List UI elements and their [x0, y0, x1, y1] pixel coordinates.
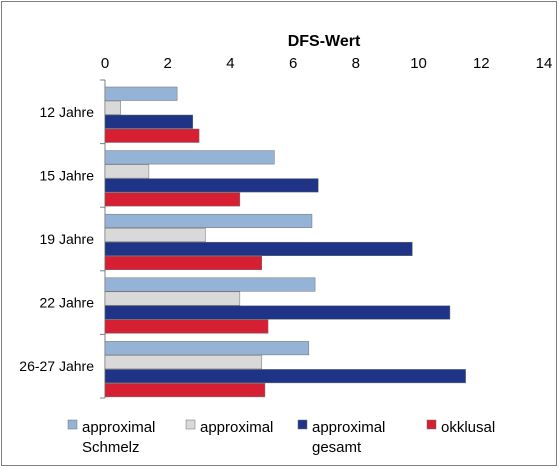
x-tick-label: 10	[410, 55, 427, 72]
bar-approximal-schmelz	[104, 213, 313, 228]
category-label: 19 Jahre	[40, 231, 95, 247]
bar-approximal-gesamt	[104, 178, 319, 193]
bar-approximal	[104, 100, 121, 115]
x-tick-label: 12	[473, 55, 490, 72]
legend-swatch	[185, 419, 196, 430]
x-tick-label: 6	[289, 55, 297, 72]
legend-swatch	[426, 419, 437, 430]
bar-okklusal	[104, 319, 269, 334]
plot-area	[100, 79, 466, 399]
bar-approximal	[104, 355, 263, 370]
legend-label: Schmelz	[82, 439, 140, 456]
x-tick-label: 14	[536, 55, 553, 72]
bar-approximal-schmelz	[104, 277, 316, 292]
legend-label: approximal	[312, 419, 385, 436]
bar-approximal	[104, 291, 241, 306]
legend-label: approximal	[200, 419, 273, 436]
bar-approximal	[104, 227, 206, 242]
x-tick-label: 8	[352, 55, 360, 72]
bar-approximal-gesamt	[104, 114, 194, 129]
bar-okklusal	[104, 128, 200, 143]
x-tick-label: 0	[101, 55, 109, 72]
category-label: 22 Jahre	[40, 295, 95, 311]
legend-label: gesamt	[312, 439, 362, 456]
legend-swatch	[67, 419, 78, 430]
bar-okklusal	[104, 383, 266, 398]
bar-approximal-gesamt	[104, 305, 451, 320]
chart-title: DFS-Wert	[288, 33, 361, 50]
legend: approximal Schmelz approximal approximal ges…	[67, 419, 495, 456]
bar-approximal-schmelz	[104, 341, 310, 356]
legend-label: approximal	[82, 419, 155, 436]
bar-okklusal	[104, 255, 263, 270]
x-tick-label: 4	[226, 55, 234, 72]
legend-label: okklusal	[441, 419, 495, 436]
category-label: 12 Jahre	[40, 104, 95, 120]
bar-okklusal	[104, 192, 241, 207]
category-label: 26-27 Jahre	[19, 358, 94, 374]
bar-approximal-schmelz	[104, 150, 275, 165]
bar-approximal-gesamt	[104, 369, 466, 384]
legend-swatch	[297, 419, 308, 430]
bar-approximal	[104, 164, 150, 179]
bar-approximal-gesamt	[104, 241, 413, 256]
category-label: 15 Jahre	[40, 167, 95, 183]
x-tick-label: 2	[164, 55, 172, 72]
category-labels: 12 Jahre 15 Jahre 19 Jahre 22 Jahre 26-27 Ja…	[19, 104, 94, 374]
bar-approximal-schmelz	[104, 86, 178, 101]
x-axis-ticks: 0 2 4 6 8 10 12 14	[101, 55, 553, 72]
